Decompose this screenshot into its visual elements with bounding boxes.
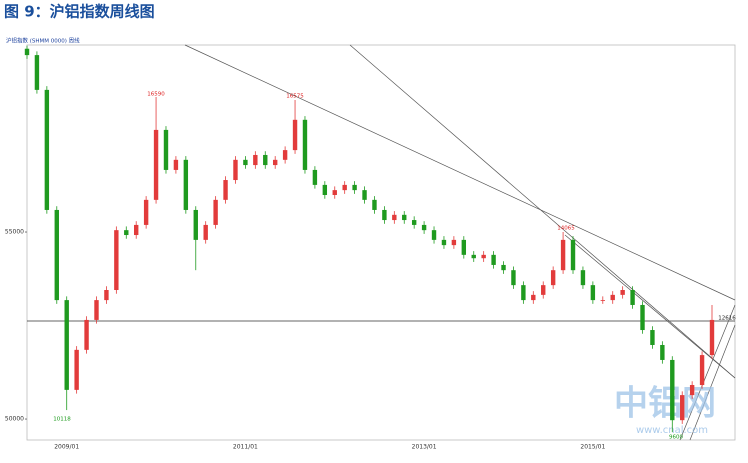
candle-body bbox=[650, 330, 655, 345]
candle-body bbox=[590, 285, 596, 301]
trend-line bbox=[184, 44, 736, 301]
legend-text: 沪铝指数 (SHMM 0000) 周线 bbox=[6, 37, 80, 45]
candle-body bbox=[173, 159, 179, 170]
annotation: 16575 bbox=[286, 94, 304, 100]
candle-body bbox=[600, 300, 605, 301]
candle-body bbox=[193, 209, 198, 240]
candle-body bbox=[302, 119, 308, 170]
candle-body bbox=[233, 159, 238, 181]
candle-body bbox=[610, 294, 615, 301]
candle-body bbox=[94, 300, 99, 320]
trend-line bbox=[689, 324, 736, 441]
candle-body bbox=[243, 159, 248, 166]
candle-body bbox=[521, 285, 526, 301]
candle-body bbox=[292, 119, 298, 151]
candle-body bbox=[560, 239, 566, 271]
candle-body bbox=[272, 159, 278, 166]
trend-line bbox=[349, 44, 736, 379]
candle-body bbox=[44, 89, 50, 210]
candle-body bbox=[501, 264, 506, 271]
trend-line bbox=[679, 304, 736, 441]
candle-body bbox=[104, 290, 109, 301]
y-tick-label: 55000 bbox=[5, 229, 24, 236]
candle-body bbox=[550, 270, 556, 286]
plot-frame bbox=[26, 44, 736, 441]
candle-body bbox=[471, 254, 476, 259]
candle-body bbox=[580, 270, 586, 286]
watermark: 中铝网 bbox=[614, 384, 716, 424]
candle-body bbox=[630, 290, 635, 305]
annotation: 16590 bbox=[147, 92, 165, 98]
candle-body bbox=[74, 349, 79, 390]
candle-body bbox=[253, 154, 258, 166]
candle-body bbox=[699, 355, 705, 386]
candle-body bbox=[64, 300, 69, 390]
candle-body bbox=[620, 290, 625, 295]
candle-body bbox=[153, 129, 159, 200]
y-tick-label: 50000 bbox=[5, 416, 24, 423]
candle-body bbox=[392, 214, 397, 221]
x-tick-label: 2015/01 bbox=[580, 444, 605, 451]
candle-body bbox=[451, 239, 457, 246]
candle-body bbox=[183, 159, 189, 210]
candle-body bbox=[372, 199, 377, 210]
candle-body bbox=[541, 285, 546, 295]
candle-body bbox=[531, 294, 536, 301]
annotation: 12616 bbox=[718, 316, 736, 322]
candle-body bbox=[312, 169, 318, 185]
candle-body bbox=[382, 209, 387, 221]
candle-body bbox=[411, 220, 417, 225]
candle-body bbox=[322, 184, 328, 195]
candle-body bbox=[352, 184, 357, 191]
candle-body bbox=[54, 209, 59, 301]
candle-body bbox=[34, 55, 40, 90]
x-tick-label: 2011/01 bbox=[233, 444, 258, 451]
candle-body bbox=[431, 230, 437, 240]
annotation: 14065 bbox=[557, 226, 575, 232]
candle-body bbox=[670, 359, 675, 421]
candle-body bbox=[163, 129, 169, 170]
x-tick-label: 2009/01 bbox=[54, 444, 79, 451]
chart-title: 图 9：沪铝指数周线图 bbox=[4, 3, 155, 21]
candle-body bbox=[282, 150, 288, 160]
candle-body bbox=[660, 344, 665, 360]
x-tick-label: 2013/01 bbox=[412, 444, 437, 451]
candle-body bbox=[124, 230, 129, 236]
annotation: 10118 bbox=[53, 417, 71, 423]
candle-body bbox=[461, 239, 467, 255]
trend-line bbox=[564, 234, 736, 379]
candle-body bbox=[511, 270, 516, 286]
candle-body bbox=[342, 184, 347, 191]
candle-body bbox=[84, 319, 89, 350]
candle-body bbox=[481, 254, 486, 259]
candle-body bbox=[709, 319, 715, 356]
candle-body bbox=[689, 385, 695, 396]
candle-body bbox=[223, 180, 228, 200]
annotation: 9600 bbox=[669, 435, 683, 441]
trend-lines bbox=[184, 44, 736, 441]
candle-body bbox=[332, 190, 337, 195]
candle-body bbox=[143, 199, 149, 225]
candle-body bbox=[680, 395, 685, 421]
candle-body bbox=[114, 230, 119, 291]
candle-body bbox=[24, 48, 30, 56]
candle-body bbox=[203, 224, 208, 240]
candle-body bbox=[570, 239, 576, 271]
candle-body bbox=[441, 239, 447, 246]
candle-body bbox=[421, 224, 427, 231]
candle-body bbox=[491, 254, 496, 265]
candle-body bbox=[402, 214, 407, 221]
candle-body bbox=[213, 199, 218, 225]
candle-body bbox=[134, 224, 139, 236]
candle-body bbox=[263, 154, 268, 166]
candle-body bbox=[640, 304, 645, 331]
candle-body bbox=[362, 190, 367, 200]
